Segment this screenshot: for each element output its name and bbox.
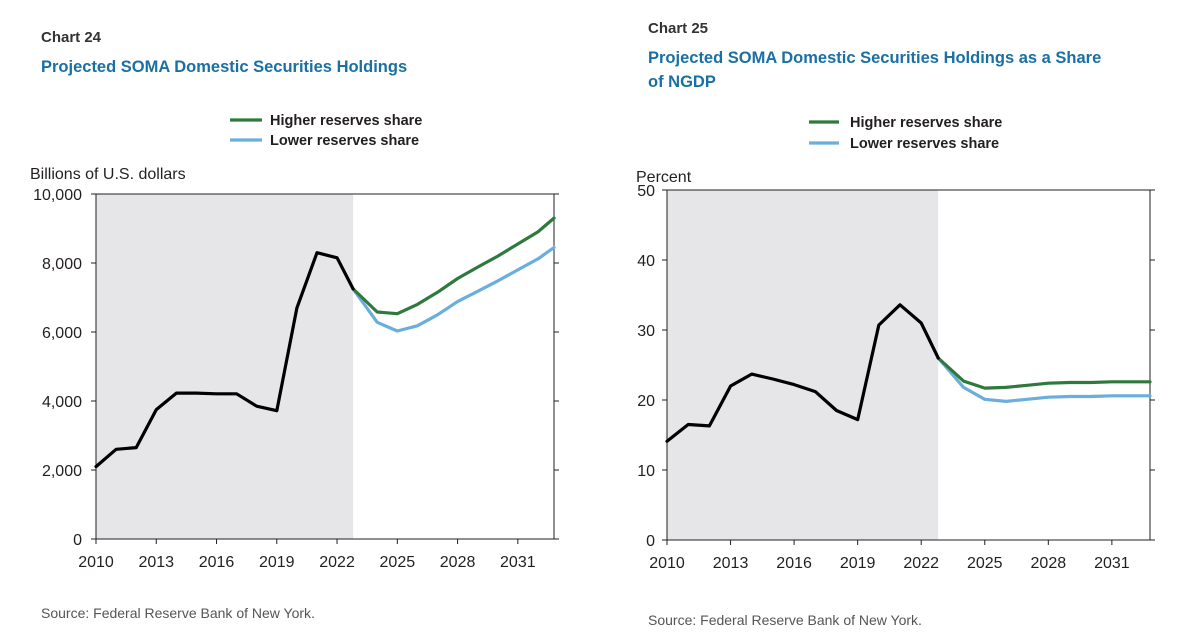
y-tick-label: 2,000 (42, 463, 82, 480)
plot-frame (95, 193, 555, 540)
y-tick-label: 40 (637, 253, 655, 270)
series-line-history (665, 303, 940, 443)
x-tick-label: 2025 (380, 554, 416, 571)
legend-label: Higher reserves share (270, 113, 422, 129)
x-tick-label: 2013 (138, 554, 174, 571)
legend-label: Lower reserves share (270, 133, 419, 149)
y-tick-label: 10,000 (33, 187, 82, 204)
x-tick-label: 2025 (967, 555, 1003, 572)
y-axis-label: Percent (636, 169, 692, 186)
legend-label: Lower reserves share (850, 136, 999, 152)
y-tick-label: 10 (637, 463, 655, 480)
series-line-lower-reserves-share (351, 245, 556, 333)
shaded-history-region (667, 190, 939, 540)
chart-canvas: 0 2,000 4,000 6,000 8,000 10,000 2010 2013 2016 2… (30, 113, 559, 571)
chart-panel-24: Chart 24 Projected SOMA Domestic Securit… (30, 29, 559, 621)
y-tick-label: 0 (73, 532, 82, 549)
chart-source: Source: Federal Reserve Bank of New York… (41, 605, 315, 621)
x-tick-label: 2016 (776, 555, 812, 572)
y-tick-label: 8,000 (42, 256, 82, 273)
x-tick-label: 2013 (713, 555, 749, 572)
x-tick-label: 2010 (78, 554, 114, 571)
x-tick-label: 2019 (840, 555, 876, 572)
y-tick-label: 50 (637, 183, 655, 200)
chart-panel-25: Chart 25 Projected SOMA Domestic Securit… (600, 0, 1199, 639)
y-tick-label: 30 (637, 323, 655, 340)
chart-canvas: 0 10 20 30 40 50 2010 2013 2016 2019 2022 2025 2028 2… (636, 115, 1155, 572)
chart-title: Projected SOMA Domestic Securities Holdi… (41, 58, 408, 76)
plot-frame (666, 189, 1151, 541)
series-line-higher-reserves-share (936, 356, 1152, 390)
x-tick-label: 2022 (319, 554, 355, 571)
y-tick-label: 6,000 (42, 325, 82, 342)
y-axis-label: Billions of U.S. dollars (30, 166, 186, 183)
x-tick-label: 2022 (903, 555, 939, 572)
shaded-history-region (96, 194, 354, 539)
x-tick-label: 2028 (440, 554, 476, 571)
chart-number: Chart 25 (648, 20, 709, 37)
x-tick-label: 2016 (199, 554, 235, 571)
x-tick-label: 2010 (649, 555, 685, 572)
x-tick-label: 2031 (500, 554, 536, 571)
y-tick-label: 20 (637, 393, 655, 410)
y-tick-label: 4,000 (42, 394, 82, 411)
chart-title: Projected SOMA Domestic Securities Holdi… (648, 49, 1102, 91)
x-tick-label: 2031 (1094, 555, 1130, 572)
x-tick-label: 2019 (259, 554, 295, 571)
chart-number: Chart 24 (41, 29, 102, 46)
series-line-higher-reserves-share (351, 216, 556, 316)
series-line-lower-reserves-share (936, 356, 1152, 403)
series-line-history (94, 251, 355, 469)
y-tick-label: 0 (646, 533, 655, 550)
x-tick-label: 2028 (1031, 555, 1067, 572)
chart-source: Source: Federal Reserve Bank of New York… (648, 612, 922, 628)
legend-label: Higher reserves share (850, 115, 1002, 131)
